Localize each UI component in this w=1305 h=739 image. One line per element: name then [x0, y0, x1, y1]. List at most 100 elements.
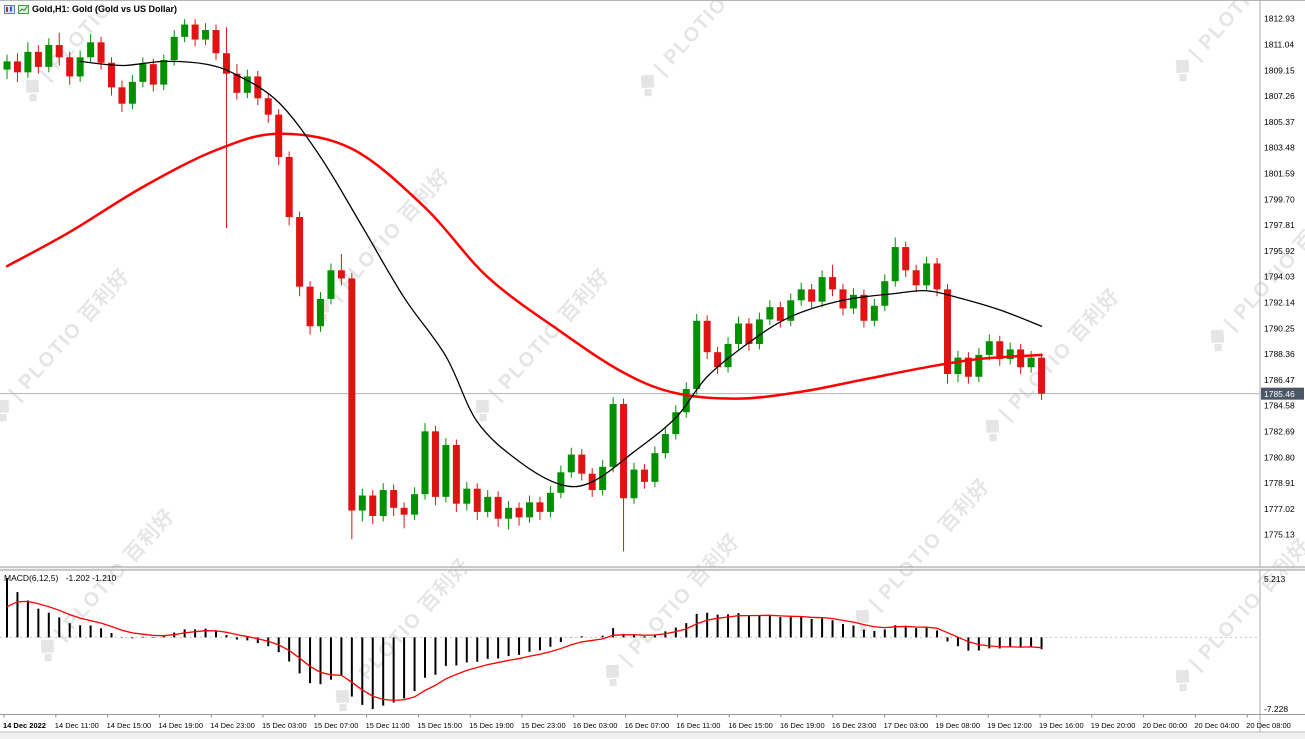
svg-text:| PLOTIO 百利好: | PLOTIO 百利好	[614, 528, 745, 670]
candle-body	[891, 247, 899, 282]
candle-body	[149, 64, 157, 85]
macd-indicator-values: -1.202 -1.210	[65, 573, 117, 583]
time-axis-label: 14 Dec 2022	[3, 721, 46, 730]
price-axis-label: 1812.93	[1264, 14, 1295, 24]
candle-body	[996, 341, 1004, 359]
time-axis-label: 16 Dec 15:00	[728, 721, 773, 730]
plotio-watermark: | PLOTIO 百利好	[40, 503, 180, 662]
candle-body	[87, 42, 95, 58]
candle-body	[317, 298, 324, 327]
candle-body	[1027, 357, 1035, 368]
candle-body	[296, 217, 304, 287]
watermark-layer: | PLOTIO 百利好 | PLOTIO 百利好 | PLOTIO 百利好 | PL…	[0, 1, 1305, 712]
candle-body	[442, 444, 450, 497]
candle-body	[672, 412, 680, 435]
candle-body	[860, 294, 868, 321]
candle-body	[222, 53, 230, 74]
time-axis-label: 19 Dec 12:00	[987, 721, 1032, 730]
time-axis-label: 15 Dec 19:00	[469, 721, 514, 730]
time-axis-label: 16 Dec 19:00	[780, 721, 825, 730]
candle-body	[473, 488, 481, 512]
macd-signal-line	[6, 600, 1042, 702]
price-axis-label: 1788.36	[1264, 349, 1295, 359]
price-axis[interactable]: 1812.93 1811.04 1809.15 1807.26 1805.37 1803.…	[1261, 14, 1304, 714]
candle-body	[348, 278, 356, 511]
time-axis-label: 16 Dec 07:00	[625, 721, 670, 730]
price-axis-label: 1811.04	[1264, 39, 1294, 49]
plotio-watermark: | PLOTIO 百利好	[335, 553, 475, 712]
price-axis-label: 1805.37	[1264, 117, 1295, 127]
candle-body	[243, 76, 251, 93]
time-axis-label: 15 Dec 11:00	[366, 721, 410, 730]
candle-body	[787, 300, 795, 321]
time-axis-label: 15 Dec 03:00	[262, 721, 307, 730]
time-axis-label: 17 Dec 03:00	[884, 721, 929, 730]
candle-body	[327, 270, 335, 299]
time-axis[interactable]: 14 Dec 2022 14 Dec 11:00 14 Dec 15:00 14 De…	[3, 714, 1291, 731]
candle-body	[745, 323, 753, 344]
plotio-watermark: | PLOTIO 百利好	[985, 283, 1125, 442]
bottom-scrollbar-strip[interactable]	[0, 732, 1305, 739]
candle-body	[3, 61, 11, 70]
candle-body	[630, 469, 638, 499]
candle-body	[358, 495, 366, 511]
candle-body	[97, 42, 105, 63]
candle-body	[139, 64, 147, 82]
candle-body	[515, 507, 523, 518]
candles-layer	[3, 19, 1046, 552]
macd-indicator-name: MACD(6,12,5)	[4, 573, 59, 583]
candle-body	[818, 277, 826, 302]
candle-body	[118, 87, 126, 104]
candle-body	[714, 352, 722, 368]
svg-text:| PLOTIO 百利好: | PLOTIO 百利好	[344, 553, 475, 695]
candle-body	[797, 289, 805, 301]
svg-text:| PLOTIO 百利好: | PLOTIO 百利好	[1184, 1, 1305, 65]
fast-ma-black	[79, 60, 1043, 488]
candle-body	[128, 81, 136, 104]
candle-body	[337, 270, 345, 279]
price-axis-label: 1795.92	[1264, 246, 1295, 256]
time-axis-label: 20 Dec 00:00	[1143, 721, 1188, 730]
candle-body	[1017, 349, 1025, 368]
time-axis-label: 16 Dec 11:00	[676, 721, 720, 730]
candle-body	[651, 453, 659, 482]
candle-body	[954, 357, 962, 375]
svg-text:| PLOTIO 百利好: | PLOTIO 百利好	[1184, 533, 1305, 675]
candle-body	[808, 289, 816, 302]
candle-body	[536, 502, 544, 512]
price-axis-label: 1778.91	[1264, 478, 1295, 488]
plotio-watermark: | PLOTIO 百利好	[605, 528, 745, 687]
slow-ma-red	[5, 132, 1043, 400]
macd-axis-min-label: -7.228	[1264, 704, 1288, 714]
candle-body	[431, 431, 439, 497]
time-axis-label: 14 Dec 11:00	[55, 721, 99, 730]
time-axis-label: 15 Dec 23:00	[521, 721, 566, 730]
candle-body	[735, 323, 742, 344]
indicator-chart-icon[interactable]	[18, 4, 29, 14]
candle-body	[191, 24, 199, 40]
candle-body	[379, 490, 387, 516]
candlestick-chart-icon[interactable]	[4, 4, 15, 14]
candle-body	[1006, 349, 1014, 359]
candle-body	[285, 156, 293, 218]
candle-body	[411, 494, 419, 515]
price-axis-label: 1775.13	[1264, 530, 1295, 540]
macd-axis-max-label: 5.213	[1264, 574, 1286, 584]
candle-body	[108, 62, 115, 88]
macd-indicator	[0, 578, 1260, 709]
candle-body	[505, 507, 513, 519]
time-axis-label: 20 Dec 04:00	[1194, 721, 1239, 730]
candle-body	[703, 320, 711, 353]
plotio-watermark: | PLOTIO 百利好	[855, 473, 995, 632]
candle-body	[964, 357, 972, 377]
svg-text:| PLOTIO 百利好: | PLOTIO 百利好	[1219, 193, 1305, 335]
price-axis-label: 1799.70	[1264, 194, 1295, 204]
candle-body	[609, 404, 617, 467]
candle-body	[13, 61, 21, 73]
candle-body	[661, 434, 669, 454]
time-axis-label: 14 Dec 15:00	[107, 721, 152, 730]
candle-body	[766, 307, 774, 320]
candle-body	[578, 454, 586, 474]
